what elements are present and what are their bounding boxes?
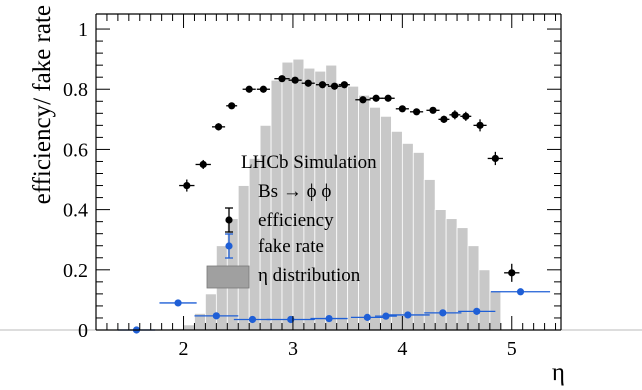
efficiency-point — [214, 123, 223, 131]
x-tick-label: 3 — [288, 338, 298, 360]
efficiency-point — [278, 75, 286, 83]
histogram-bin — [358, 94, 370, 331]
fake-rate-point — [174, 299, 182, 307]
legend: efficiency fake rate η distribution — [206, 207, 361, 289]
histogram-bin — [347, 85, 359, 331]
y-tick-label: 0 — [78, 320, 88, 342]
histogram-bin — [391, 130, 403, 331]
histogram-bin — [380, 115, 392, 331]
efficiency-point — [318, 81, 327, 89]
axis-ticks: 2 3 4 5 0 0.2 0.4 0.6 0.8 1 — [63, 14, 561, 360]
efficiency-point — [359, 96, 367, 104]
lhcb-simulation-label: LHCb Simulation — [241, 152, 377, 173]
fake-rate-point — [516, 288, 525, 296]
efficiency-point — [412, 108, 421, 116]
fake-rate-point — [325, 314, 333, 323]
histogram-bin — [423, 179, 436, 331]
histogram-bin — [270, 79, 283, 331]
x-tick-label: 2 — [179, 338, 189, 360]
legend-fake-rate-label: fake rate — [258, 236, 324, 257]
y-tick-label: 0.8 — [63, 79, 88, 101]
x-axis-title: η — [552, 359, 565, 386]
fake-rate-point — [212, 312, 220, 320]
efficiency-point — [304, 79, 312, 87]
y-tick-label: 1 — [78, 19, 88, 41]
histogram-bin — [183, 324, 195, 331]
efficiency-point — [330, 82, 339, 90]
legend-eta-distribution-label: η distribution — [258, 265, 361, 286]
fake-rate-point — [363, 313, 371, 321]
efficiency-point — [245, 85, 253, 93]
efficiency-point — [398, 105, 406, 113]
fake-rate-point — [473, 307, 481, 315]
efficiency-point — [228, 102, 236, 110]
decay-label: Bs → ϕ ϕ — [258, 181, 331, 202]
histogram-bin — [369, 106, 381, 331]
x-tick-label: 5 — [507, 338, 517, 360]
x-tick-label: 4 — [397, 338, 407, 360]
legend-fake-rate-marker — [225, 233, 233, 259]
fake-rate-point — [382, 312, 390, 320]
y-axis-title: efficiency/ fake rate — [29, 5, 56, 204]
fake-rate-point — [439, 309, 447, 317]
efficiency-point — [340, 81, 348, 89]
histogram-bin — [237, 185, 250, 331]
efficiency-point — [476, 121, 484, 129]
efficiency-point — [183, 181, 191, 190]
legend-efficiency-marker — [225, 207, 233, 233]
efficiency-point — [440, 115, 448, 123]
y-tick-label: 0.2 — [63, 260, 88, 282]
histogram-bin — [478, 269, 491, 331]
histogram-bin — [401, 143, 414, 331]
histogram-bin — [467, 245, 480, 331]
legend-eta-distribution-swatch — [206, 265, 250, 289]
efficiency-point — [462, 112, 470, 120]
y-tick-label: 0.6 — [63, 139, 88, 161]
efficiency-point — [491, 154, 499, 163]
efficiency-point — [451, 111, 459, 119]
plot-frame — [95, 13, 562, 331]
efficiency-point — [384, 94, 392, 102]
histogram-bin — [456, 227, 469, 331]
efficiency-point — [259, 85, 267, 93]
efficiency-point — [199, 160, 207, 169]
fake-rate-point — [404, 311, 412, 319]
histogram-bin — [489, 290, 502, 331]
histogram-bin — [412, 152, 425, 331]
y-tick-label: 0.4 — [63, 200, 88, 222]
histogram-bin — [336, 82, 349, 331]
efficiency-series — [179, 75, 520, 282]
efficiency-point — [291, 76, 299, 84]
efficiency-point — [372, 94, 380, 102]
efficiency-point — [429, 106, 437, 114]
histogram-bin — [205, 293, 217, 331]
legend-efficiency-label: efficiency — [258, 210, 334, 231]
fake-rate-point — [248, 315, 257, 324]
efficiency-point — [508, 269, 516, 277]
